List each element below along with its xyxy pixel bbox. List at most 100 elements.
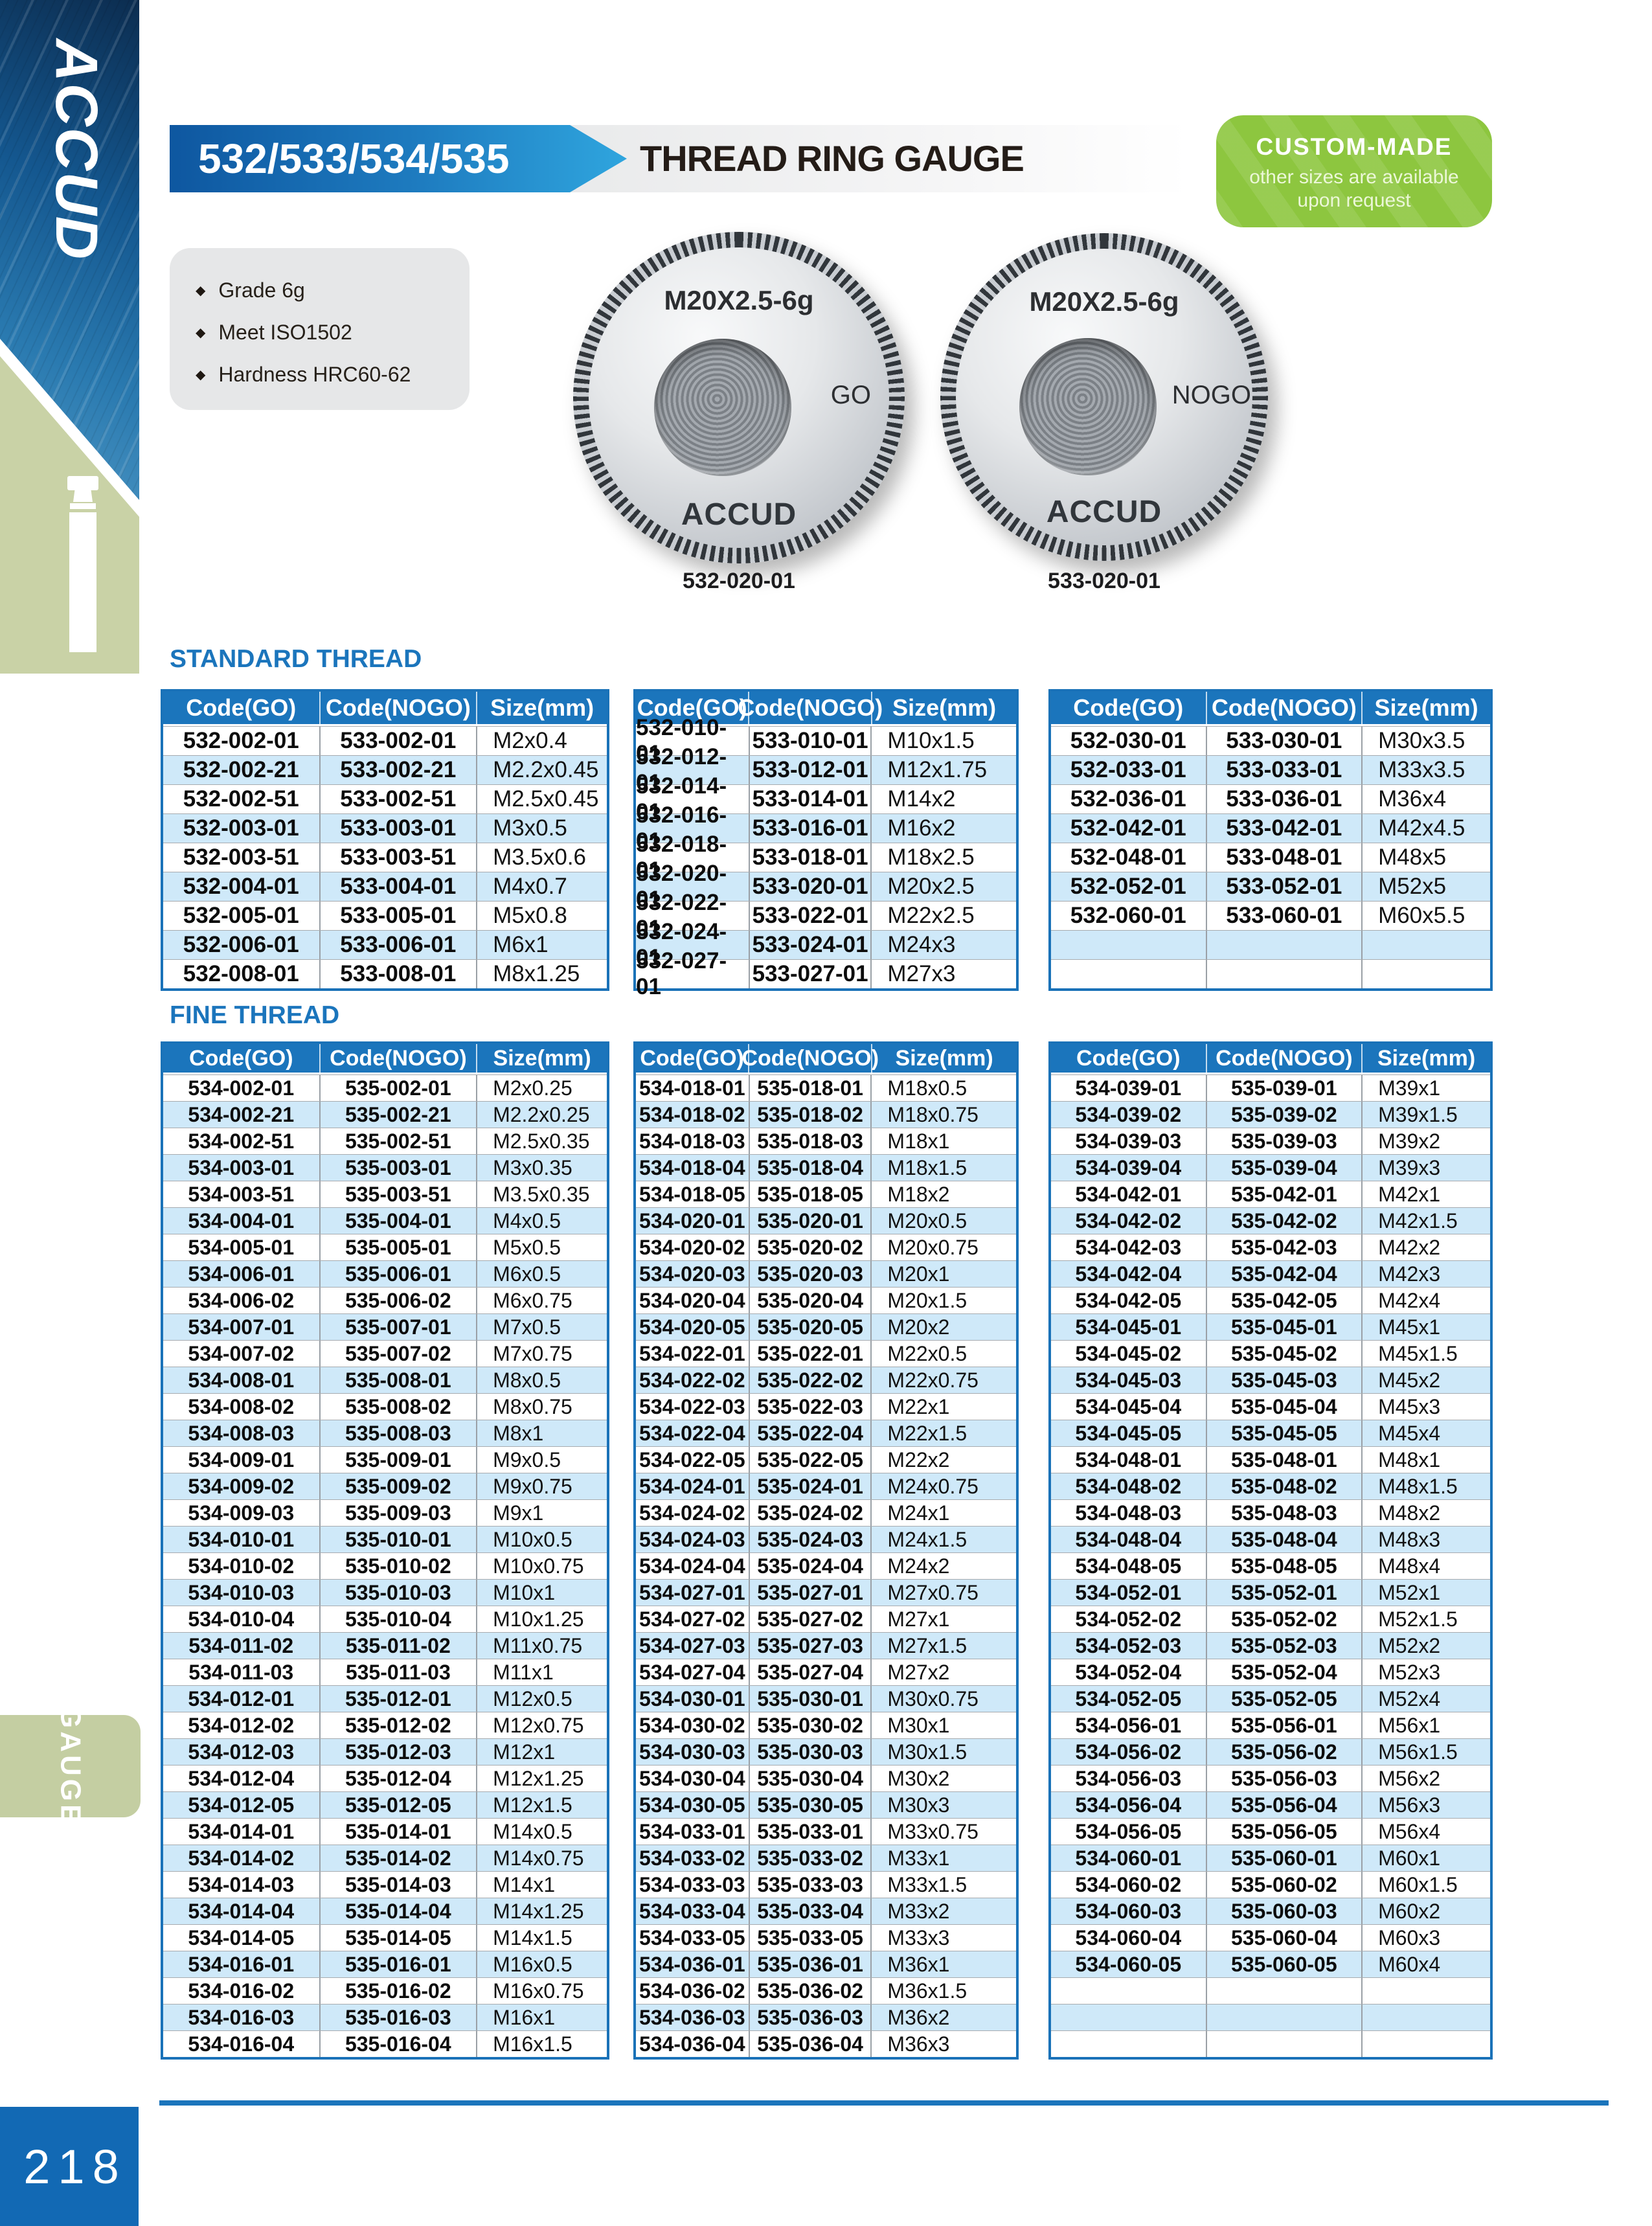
cell-code-nogo: 535-030-02 [750, 1712, 872, 1738]
cell-size: M30x1 [887, 1713, 950, 1737]
cell-code-go: 534-024-01 [636, 1473, 750, 1499]
cell-code-go: 534-027-03 [636, 1633, 750, 1659]
cell-code-go: 532-048-01 [1051, 843, 1207, 872]
cell-code-go: 534-060-01 [1051, 1845, 1207, 1871]
feature-item: ◆ Meet ISO1502 [196, 320, 470, 345]
cell-code-go: 534-012-02 [163, 1712, 321, 1738]
ring-brand-label: ACCUD [681, 497, 797, 532]
cell-code-nogo: 535-024-04 [750, 1553, 872, 1579]
table-row: 534-016-01 535-016-01 M16x0.5 [163, 1951, 607, 1977]
cell-size: M24x1.5 [887, 1527, 967, 1551]
table-row: 534-045-04 535-045-04 M45x3 [1051, 1393, 1490, 1420]
cell-code-go: 534-052-03 [1051, 1633, 1207, 1659]
cell-code-nogo: 533-022-01 [750, 902, 872, 930]
cell-code-nogo: 535-027-04 [750, 1659, 872, 1685]
cell-size: M56x3 [1378, 1793, 1441, 1817]
cell-code-nogo: 535-008-01 [321, 1367, 478, 1393]
table-row [1051, 930, 1490, 959]
cell-size: M9x1 [493, 1501, 544, 1525]
cell-size: M2.2x0.25 [493, 1102, 590, 1126]
sidebar-tab-gauge[interactable]: GAUGE [0, 1706, 141, 1826]
cell-code-nogo: 535-042-02 [1207, 1208, 1363, 1234]
cell-size: M30x1.5 [887, 1740, 967, 1764]
cell-code-nogo: 535-016-01 [321, 1951, 478, 1977]
cell-size: M60x3 [1378, 1925, 1441, 1949]
column-header: Size(mm) [1377, 1045, 1476, 1071]
cell-code-go: 534-033-01 [636, 1819, 750, 1845]
cell-code-nogo: 535-048-01 [1207, 1447, 1363, 1473]
cell-code-go: 534-030-04 [636, 1766, 750, 1791]
table-row: 532-027-01 533-027-01 M27x3 [636, 948, 1016, 999]
cell-size: M3.5x0.6 [493, 845, 587, 870]
table-row: 534-018-03 535-018-03 M18x1 [636, 1128, 1016, 1154]
cell-size: M39x2 [1378, 1129, 1441, 1153]
cell-code-nogo: 535-022-01 [750, 1341, 872, 1367]
cell-code-go: 534-027-04 [636, 1659, 750, 1685]
cell-code-go: 534-018-03 [636, 1128, 750, 1154]
table-row: 534-018-01 535-018-01 M18x0.5 [636, 1074, 1016, 1101]
cell-code-nogo: 535-030-01 [750, 1686, 872, 1712]
cell-size: M16x2 [887, 815, 956, 841]
table-row: 534-014-01 535-014-01 M14x0.5 [163, 1818, 607, 1845]
cell-code-nogo: 535-022-05 [750, 1447, 872, 1473]
cell-size: M24x2 [887, 1554, 950, 1578]
table-row: 532-010-01 533-010-01 M10x1.5 [636, 715, 1016, 766]
cell-code-nogo: 535-003-01 [321, 1155, 478, 1181]
cell-code-nogo: 535-030-04 [750, 1766, 872, 1791]
cell-code-nogo: 535-002-21 [321, 1102, 478, 1128]
cell-code-nogo: 535-002-01 [321, 1075, 478, 1101]
table-row: 534-045-02 535-045-02 M45x1.5 [1051, 1340, 1490, 1367]
cell-code-nogo: 533-006-01 [321, 931, 478, 959]
cell-code-go: 534-016-03 [163, 2005, 321, 2030]
ring-threaded-hole [654, 339, 791, 476]
table-row: 534-033-05 535-033-05 M33x3 [636, 1924, 1016, 1951]
table-row: 534-008-01 535-008-01 M8x0.5 [163, 1367, 607, 1393]
cell-code-nogo: 535-033-04 [750, 1898, 872, 1924]
cell-code-go: 534-039-04 [1051, 1155, 1207, 1181]
cell-size: M45x4 [1378, 1421, 1441, 1445]
badge-pattern [1216, 115, 1492, 227]
column-header: Code(GO) [163, 1044, 321, 1073]
cell-size: M14x1.5 [493, 1925, 572, 1949]
table-row: 534-024-01 535-024-01 M24x0.75 [636, 1473, 1016, 1499]
table-row: 534-045-05 535-045-05 M45x4 [1051, 1420, 1490, 1446]
ring-type-label: NOGO [1171, 380, 1251, 409]
table-row: 532-014-01 533-014-01 M14x2 [636, 773, 1016, 824]
table-row: 534-036-04 535-036-04 M36x3 [636, 2030, 1016, 2057]
column-header: Code(GO) [636, 1044, 750, 1073]
table-row: 532-020-01 533-020-01 M20x2.5 [636, 861, 1016, 912]
column-header: Code(NOGO) [321, 692, 478, 724]
table-row: 534-052-02 535-052-02 M52x1.5 [1051, 1606, 1490, 1632]
cell-code-go [1051, 1978, 1207, 2004]
cell-code-nogo: 535-003-51 [321, 1181, 478, 1207]
cell-size: M27x0.75 [887, 1580, 979, 1604]
table-row: 534-009-03 535-009-03 M9x1 [163, 1499, 607, 1526]
cell-code-go: 534-045-04 [1051, 1394, 1207, 1420]
cell-code-go: 534-027-01 [636, 1580, 750, 1606]
cell-code-nogo: 535-012-01 [321, 1686, 478, 1712]
cell-size: M48x1 [1378, 1448, 1441, 1471]
cell-code-go: 534-036-04 [636, 2031, 750, 2057]
cell-size: M56x4 [1378, 1819, 1441, 1843]
column-header: Size(mm) [490, 694, 594, 721]
table-row: 534-039-04 535-039-04 M39x3 [1051, 1154, 1490, 1181]
table-row: 534-003-51 535-003-51 M3.5x0.35 [163, 1181, 607, 1207]
cell-size: M12x1.5 [493, 1793, 572, 1817]
table-row: 534-045-01 535-045-01 M45x1 [1051, 1313, 1490, 1340]
table-row: 534-042-01 535-042-01 M42x1 [1051, 1181, 1490, 1207]
cell-code-nogo: 535-052-04 [1207, 1659, 1363, 1685]
cell-code-go: 532-030-01 [1051, 727, 1207, 755]
cell-code-go: 534-024-04 [636, 1553, 750, 1579]
column-header: Code(NOGO) [741, 1044, 879, 1073]
cell-code-nogo: 533-005-01 [321, 902, 478, 930]
cell-code-go: 532-006-01 [163, 931, 321, 959]
table-row: 534-014-03 535-014-03 M14x1 [163, 1871, 607, 1898]
cell-code-nogo: 535-022-02 [750, 1367, 872, 1393]
cell-code-go: 534-060-03 [1051, 1898, 1207, 1924]
table-row: 534-027-02 535-027-02 M27x1 [636, 1606, 1016, 1632]
column-header: Size(mm) [892, 694, 997, 721]
cell-code-nogo: 535-020-05 [750, 1314, 872, 1340]
cell-code-nogo: 535-045-04 [1207, 1394, 1363, 1420]
table-row: 534-027-01 535-027-01 M27x0.75 [636, 1579, 1016, 1606]
